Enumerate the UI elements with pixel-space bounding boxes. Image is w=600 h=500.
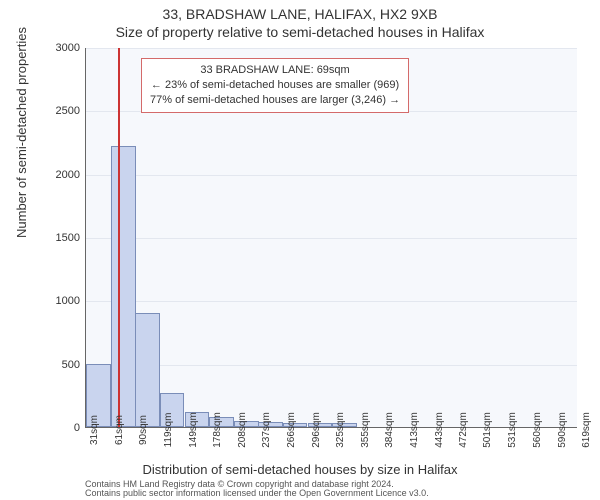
y-tick-label: 1500 bbox=[45, 232, 80, 244]
x-tick-label: 296sqm bbox=[311, 412, 322, 448]
legend-line-1: 33 BRADSHAW LANE: 69sqm bbox=[150, 63, 400, 78]
title-line-2: Size of property relative to semi-detach… bbox=[0, 24, 600, 40]
legend-line-3: 77% of semi-detached houses are larger (… bbox=[150, 93, 400, 108]
x-tick-label: 413sqm bbox=[409, 412, 420, 448]
gridline bbox=[86, 48, 577, 49]
x-tick-label: 178sqm bbox=[212, 412, 223, 448]
legend-line-2: ← 23% of semi-detached houses are smalle… bbox=[150, 78, 400, 93]
gridline bbox=[86, 301, 577, 302]
title-line-1: 33, BRADSHAW LANE, HALIFAX, HX2 9XB bbox=[0, 6, 600, 22]
x-tick-label: 560sqm bbox=[532, 412, 543, 448]
y-tick-label: 2000 bbox=[45, 169, 80, 181]
x-tick-label: 61sqm bbox=[114, 415, 125, 445]
x-tick-label: 149sqm bbox=[188, 412, 199, 448]
footer-attribution: Contains HM Land Registry data © Crown c… bbox=[85, 480, 429, 498]
histogram-plot-area: 33 BRADSHAW LANE: 69sqm ← 23% of semi-de… bbox=[85, 48, 577, 428]
y-axis-label: Number of semi-detached properties bbox=[14, 27, 29, 238]
y-tick-label: 0 bbox=[45, 422, 80, 434]
x-tick-label: 325sqm bbox=[335, 412, 346, 448]
x-tick-label: 266sqm bbox=[286, 412, 297, 448]
x-tick-label: 237sqm bbox=[261, 412, 272, 448]
x-tick-label: 472sqm bbox=[458, 412, 469, 448]
gridline bbox=[86, 175, 577, 176]
x-tick-label: 119sqm bbox=[163, 413, 174, 448]
x-tick-label: 384sqm bbox=[384, 412, 395, 448]
gridline bbox=[86, 238, 577, 239]
x-tick-label: 208sqm bbox=[237, 412, 248, 448]
histogram-bar bbox=[111, 146, 136, 427]
x-tick-label: 355sqm bbox=[360, 412, 371, 448]
x-tick-label: 619sqm bbox=[581, 412, 592, 448]
x-tick-label: 531sqm bbox=[507, 412, 518, 448]
y-tick-label: 500 bbox=[45, 359, 80, 371]
y-tick-label: 2500 bbox=[45, 105, 80, 117]
y-tick-label: 1000 bbox=[45, 295, 80, 307]
x-axis-label: Distribution of semi-detached houses by … bbox=[0, 462, 600, 477]
x-tick-label: 501sqm bbox=[482, 412, 493, 448]
legend-box: 33 BRADSHAW LANE: 69sqm ← 23% of semi-de… bbox=[141, 58, 409, 113]
x-tick-label: 90sqm bbox=[138, 415, 149, 445]
x-tick-label: 443sqm bbox=[434, 412, 445, 448]
x-tick-label: 31sqm bbox=[89, 415, 100, 445]
footer-line-2: Contains public sector information licen… bbox=[85, 489, 429, 498]
property-size-marker-line bbox=[118, 48, 120, 427]
x-tick-label: 590sqm bbox=[557, 412, 568, 448]
y-tick-label: 3000 bbox=[45, 42, 80, 54]
histogram-bar bbox=[135, 313, 160, 427]
